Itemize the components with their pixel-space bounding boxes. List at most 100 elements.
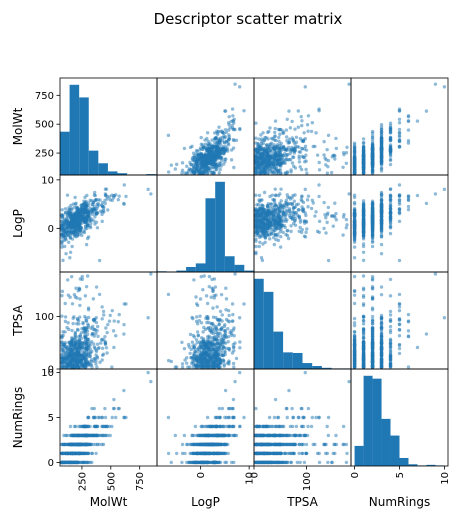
scatter-point [64, 359, 68, 364]
scatter-point [60, 361, 64, 365]
hist-bar [205, 198, 216, 272]
scatter-point [213, 346, 217, 350]
scatter-point [352, 202, 357, 206]
scatter-point [103, 198, 107, 203]
scatter-point [256, 166, 260, 170]
scatter-point [268, 237, 272, 241]
scatter-point [76, 350, 81, 355]
scatter-point [94, 211, 98, 215]
scatter-point [290, 161, 295, 165]
scatter-point [303, 160, 307, 164]
scatter-point [379, 198, 384, 202]
scatter-point [347, 82, 351, 86]
scatter-point [301, 155, 306, 159]
scatter-point [406, 114, 411, 118]
scatter-point [266, 171, 270, 175]
scatter-point [166, 133, 171, 138]
scatter-point [226, 334, 231, 339]
scatter-point [290, 214, 294, 218]
scatter-point [388, 162, 393, 167]
scatter-point [196, 334, 200, 338]
scatter-point [60, 314, 64, 318]
scatter-point [262, 227, 266, 231]
scatter-point [94, 285, 99, 289]
scatter-point [219, 156, 223, 160]
scatter-point [196, 153, 201, 157]
scatter-point [424, 109, 429, 113]
scatter-point [149, 192, 153, 196]
scatter-point [222, 346, 226, 350]
scatter-point [344, 217, 349, 222]
scatter-point [273, 119, 278, 123]
scatter-point [379, 242, 384, 247]
scatter-point [205, 131, 210, 135]
scatter-point [324, 231, 328, 235]
scatter-point [198, 342, 203, 346]
scatter-point [217, 161, 221, 165]
scatter-point [199, 151, 204, 156]
scatter-point [254, 244, 258, 249]
scatter-point [180, 362, 185, 366]
scatter-point [406, 198, 411, 203]
scatter-point [76, 317, 80, 322]
scatter-point [292, 140, 296, 144]
scatter-point [214, 364, 218, 368]
scatter-point [361, 233, 366, 237]
scatter-point [226, 121, 231, 125]
scatter-point [256, 203, 261, 207]
scatter-point [100, 219, 104, 224]
scatter-point [232, 165, 236, 170]
scatter-point [211, 165, 215, 169]
scatter-point [92, 342, 96, 346]
scatter-point [122, 332, 126, 336]
scatter-point [281, 230, 285, 235]
scatter-point [212, 342, 216, 346]
scatter-point [201, 351, 205, 355]
scatter-point [268, 168, 272, 172]
scatter-point [344, 161, 349, 166]
scatter-point [68, 347, 72, 352]
scatter-point [370, 225, 375, 230]
scatter-point [95, 365, 99, 369]
scatter-point [220, 319, 224, 323]
scatter-point [256, 231, 260, 236]
scatter-point [65, 325, 69, 330]
scatter-point [293, 205, 298, 209]
scatter-point [205, 314, 209, 319]
scatter-point [310, 198, 315, 203]
scatter-point [329, 170, 334, 175]
scatter-point [210, 138, 214, 142]
hist-bar [146, 174, 156, 175]
hist-bar [79, 97, 89, 175]
scatter-point [259, 133, 263, 137]
scatter-point [322, 153, 326, 157]
scatter-point [259, 256, 264, 260]
hist-bar [224, 256, 235, 272]
scatter-point [117, 312, 121, 317]
scatter-point [215, 305, 219, 309]
scatter-point [370, 308, 375, 312]
scatter-point [89, 221, 93, 226]
scatter-point [78, 228, 82, 233]
scatter-point [262, 190, 267, 195]
scatter-point [278, 171, 283, 175]
scatter-point [229, 158, 234, 162]
scatter-point [70, 302, 75, 306]
scatter-point [214, 324, 218, 329]
scatter-point [397, 121, 402, 125]
scatter-point [86, 322, 90, 326]
scatter-point [197, 161, 201, 166]
scatter-point [69, 228, 74, 232]
scatter-point [271, 163, 276, 167]
scatter-point [205, 320, 209, 325]
scatter-point [290, 119, 294, 124]
scatter-point [70, 328, 74, 333]
scatter-point [97, 346, 101, 350]
scatter-point [190, 356, 195, 361]
scatter-point [433, 192, 438, 196]
scatter-point [71, 215, 75, 219]
scatter-point [71, 224, 75, 228]
scatter-point [70, 244, 74, 249]
